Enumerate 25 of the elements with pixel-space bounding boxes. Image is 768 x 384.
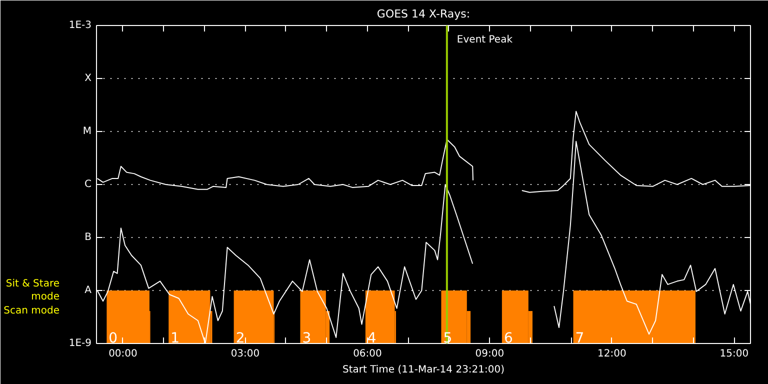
y-tick-label: X [84,73,92,84]
x-tick-label: 00:00 [108,348,138,360]
annotation: 6 [504,330,513,346]
annotation: 3 [302,330,312,346]
ref-line-label: Event Peak [456,34,513,46]
text: Sit & Stare mode [6,278,60,303]
chart-title: GOES 14 X-Rays: [376,8,470,20]
x-tick-label: 09:00 [475,348,504,360]
x-tick-label: 03:00 [230,348,260,360]
y-tick-label: C [84,179,92,190]
x-tick-label: 15:00 [720,348,749,360]
annotation: 0 [108,330,118,346]
x-axis-title: Start Time (11-Mar-14 23:21:00) [342,364,505,376]
y-tick-label: M [82,126,92,137]
annotation: 1 [170,330,180,346]
y-tick-label: 1E-9 [68,338,92,349]
y-tick-label: B [84,232,92,243]
y-tick-label: 1E-3 [68,20,92,31]
annotation: 2 [236,330,245,346]
annotation: 4 [367,330,376,346]
text: Scan mode [4,306,60,317]
annotation: 7 [575,330,584,346]
x-tick-label: 06:00 [353,348,382,360]
y-tick-label: A [84,285,92,296]
x-tick-label: 12:00 [598,348,626,360]
